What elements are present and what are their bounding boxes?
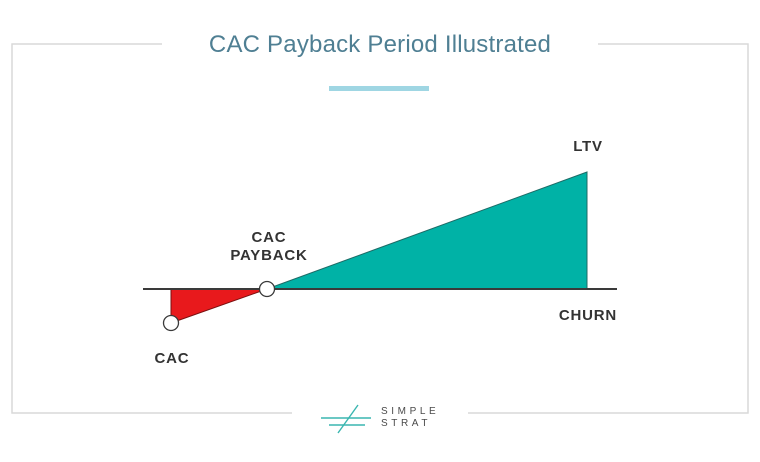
cac-loss-region <box>170 288 268 324</box>
cac-payback-label-line2: PAYBACK <box>230 247 308 264</box>
cac-payback-label: CAC PAYBACK <box>224 229 314 265</box>
cac-point-marker <box>162 314 180 332</box>
ltv-label: LTV <box>573 138 603 155</box>
cac-payback-point-marker <box>258 280 276 298</box>
slash-lines-logo-icon <box>321 404 371 434</box>
diagram-title: CAC Payback Period Illustrated <box>208 31 552 58</box>
brand-logo-line1: SIMPLE <box>381 406 440 417</box>
title-accent-bar <box>329 86 429 91</box>
brand-logo-text: SIMPLE STRAT <box>381 406 439 430</box>
churn-label: CHURN <box>558 307 618 324</box>
ltv-gain-region <box>266 171 588 290</box>
brand-logo-line2: STRAT <box>381 418 432 429</box>
cac-label: CAC <box>154 350 190 367</box>
frame-border <box>11 43 749 414</box>
cac-payback-label-line1: CAC <box>251 229 287 246</box>
